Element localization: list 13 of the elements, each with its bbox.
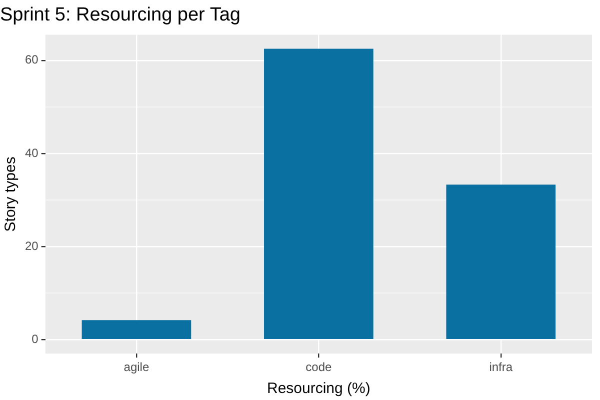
y-axis-title: Story types xyxy=(2,156,20,232)
bar xyxy=(82,320,192,340)
y-tick-label: 40 xyxy=(24,146,39,160)
y-tick-label: 20 xyxy=(24,238,39,253)
bar xyxy=(446,184,556,340)
bar xyxy=(264,48,374,340)
x-tick-label: code xyxy=(306,360,332,374)
y-tick-label: 0 xyxy=(32,332,39,346)
y-tick-label: 60 xyxy=(24,52,39,67)
chart-title: Sprint 5: Resourcing per Tag xyxy=(0,4,240,26)
x-tick-label: infra xyxy=(489,360,513,374)
x-axis-title: Resourcing (%) xyxy=(266,380,370,398)
x-tick-label: agile xyxy=(124,360,150,374)
